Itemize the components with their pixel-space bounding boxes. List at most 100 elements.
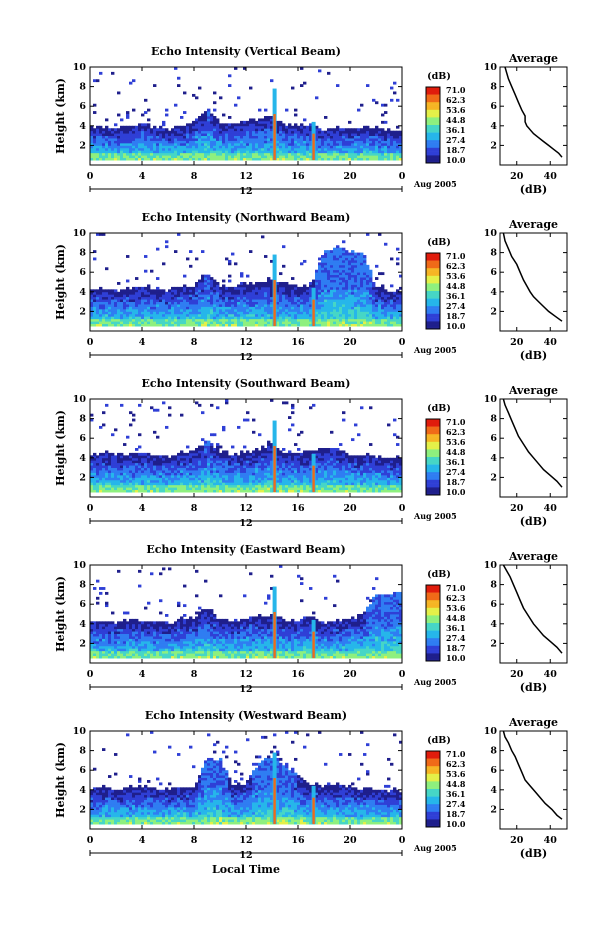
heatmap-cell <box>168 301 172 305</box>
heatmap-cell <box>162 147 166 151</box>
heatmap-cell <box>333 272 337 276</box>
heatmap-cell <box>267 321 271 325</box>
colorbar-tick-label: 71.0 <box>446 85 466 95</box>
heatmap-cell <box>243 477 247 481</box>
heatmap-cell <box>117 484 121 488</box>
heatmap-cell <box>123 457 127 461</box>
heatmap-cell <box>255 152 259 156</box>
heatmap-cell <box>120 452 124 456</box>
heatmap-cell <box>123 308 127 312</box>
heatmap-cell <box>120 135 124 139</box>
heatmap-cell <box>201 479 205 483</box>
heatmap-cell <box>180 301 184 305</box>
heatmap-cell <box>261 455 265 459</box>
heatmap-cell <box>231 306 235 310</box>
heatmap-cell <box>129 291 133 295</box>
heatmap-cell <box>210 113 214 117</box>
heatmap-cell <box>255 313 259 317</box>
heatmap-cell <box>141 316 145 320</box>
heatmap-cell <box>261 311 265 315</box>
heatmap-cell <box>279 306 283 310</box>
heatmap-cell <box>198 460 202 464</box>
x-tick-label: 8 <box>191 171 198 182</box>
heatmap-cell <box>291 313 295 317</box>
colorbar-band <box>426 310 440 313</box>
heatmap-cell <box>288 286 292 290</box>
heatmap-cell <box>201 450 205 454</box>
heatmap-cell <box>99 128 103 132</box>
heatmap-cell <box>93 155 97 159</box>
heatmap-cell <box>357 311 361 315</box>
heatmap-cell <box>201 462 205 466</box>
heatmap-cell <box>282 130 286 134</box>
y-tick-label: 2 <box>79 306 86 317</box>
heatmap-cell <box>387 318 391 322</box>
heatmap-cell <box>267 133 271 136</box>
heatmap-cell <box>234 138 238 141</box>
heatmap-cell <box>174 140 178 144</box>
heatmap-cell <box>183 142 187 146</box>
heatmap-cell <box>375 306 379 310</box>
heatmap-cell <box>174 462 178 466</box>
heatmap-cell <box>177 145 181 149</box>
heatmap-cell <box>114 147 118 151</box>
heatmap-cell <box>108 140 112 144</box>
heatmap-cell <box>240 140 244 144</box>
heatmap-cell <box>105 313 109 317</box>
heatmap-cell <box>102 140 106 144</box>
heatmap-cell <box>228 145 232 149</box>
heatmap-cell <box>354 311 358 315</box>
heatmap-cell <box>195 477 199 481</box>
colorbar-band <box>426 262 440 265</box>
heatmap-cell <box>255 289 259 293</box>
heatmap-cell <box>204 467 208 471</box>
heatmap-cell <box>279 487 283 491</box>
heatmap-cell <box>249 135 253 139</box>
heatmap-cell <box>210 311 214 315</box>
heatmap-cell <box>180 470 184 473</box>
heatmap-cell <box>393 323 397 327</box>
heatmap-cell <box>213 450 217 454</box>
heatmap-cell <box>207 467 211 471</box>
heatmap-cell <box>195 257 199 261</box>
heatmap-cell <box>285 291 289 295</box>
heatmap-cell <box>90 479 94 483</box>
heatmap-cell <box>279 289 283 293</box>
heatmap-cell <box>126 484 130 488</box>
heatmap-cell <box>360 274 364 278</box>
heatmap-cell <box>321 294 325 298</box>
heatmap-cell <box>282 318 286 322</box>
heatmap-cell <box>216 470 220 473</box>
heatmap-cell <box>195 145 199 149</box>
heatmap-cell <box>348 286 352 290</box>
heatmap-cell <box>171 457 175 461</box>
heatmap-cell <box>231 296 235 300</box>
heatmap-cell <box>336 259 340 263</box>
heatmap-cell <box>126 111 130 114</box>
heatmap-cell <box>357 301 361 305</box>
heatmap-cell <box>114 291 118 295</box>
heatmap-cell <box>249 301 253 305</box>
heatmap-cell <box>228 484 232 488</box>
heatmap-cell <box>180 147 184 151</box>
heatmap-cell <box>339 259 343 263</box>
heatmap-cell <box>159 318 163 322</box>
heatmap-cell <box>354 274 358 278</box>
heatmap-cell <box>141 157 145 161</box>
heatmap-cell <box>210 452 214 456</box>
heatmap-cell <box>348 135 352 139</box>
heatmap-cell <box>189 289 193 293</box>
heatmap-cell <box>228 123 232 127</box>
heatmap-cell <box>303 128 307 132</box>
heatmap-cell <box>276 304 280 307</box>
heatmap-cell <box>249 489 253 493</box>
heatmap-cell <box>246 140 250 144</box>
heatmap-cell <box>225 286 229 290</box>
heatmap-cell <box>270 155 274 159</box>
heatmap-cell <box>252 460 256 464</box>
heatmap-cell <box>210 450 214 454</box>
heatmap-cell <box>126 279 130 283</box>
heatmap-cell <box>96 130 100 134</box>
heatmap-cell <box>114 152 118 156</box>
heatmap-cell <box>207 284 211 288</box>
